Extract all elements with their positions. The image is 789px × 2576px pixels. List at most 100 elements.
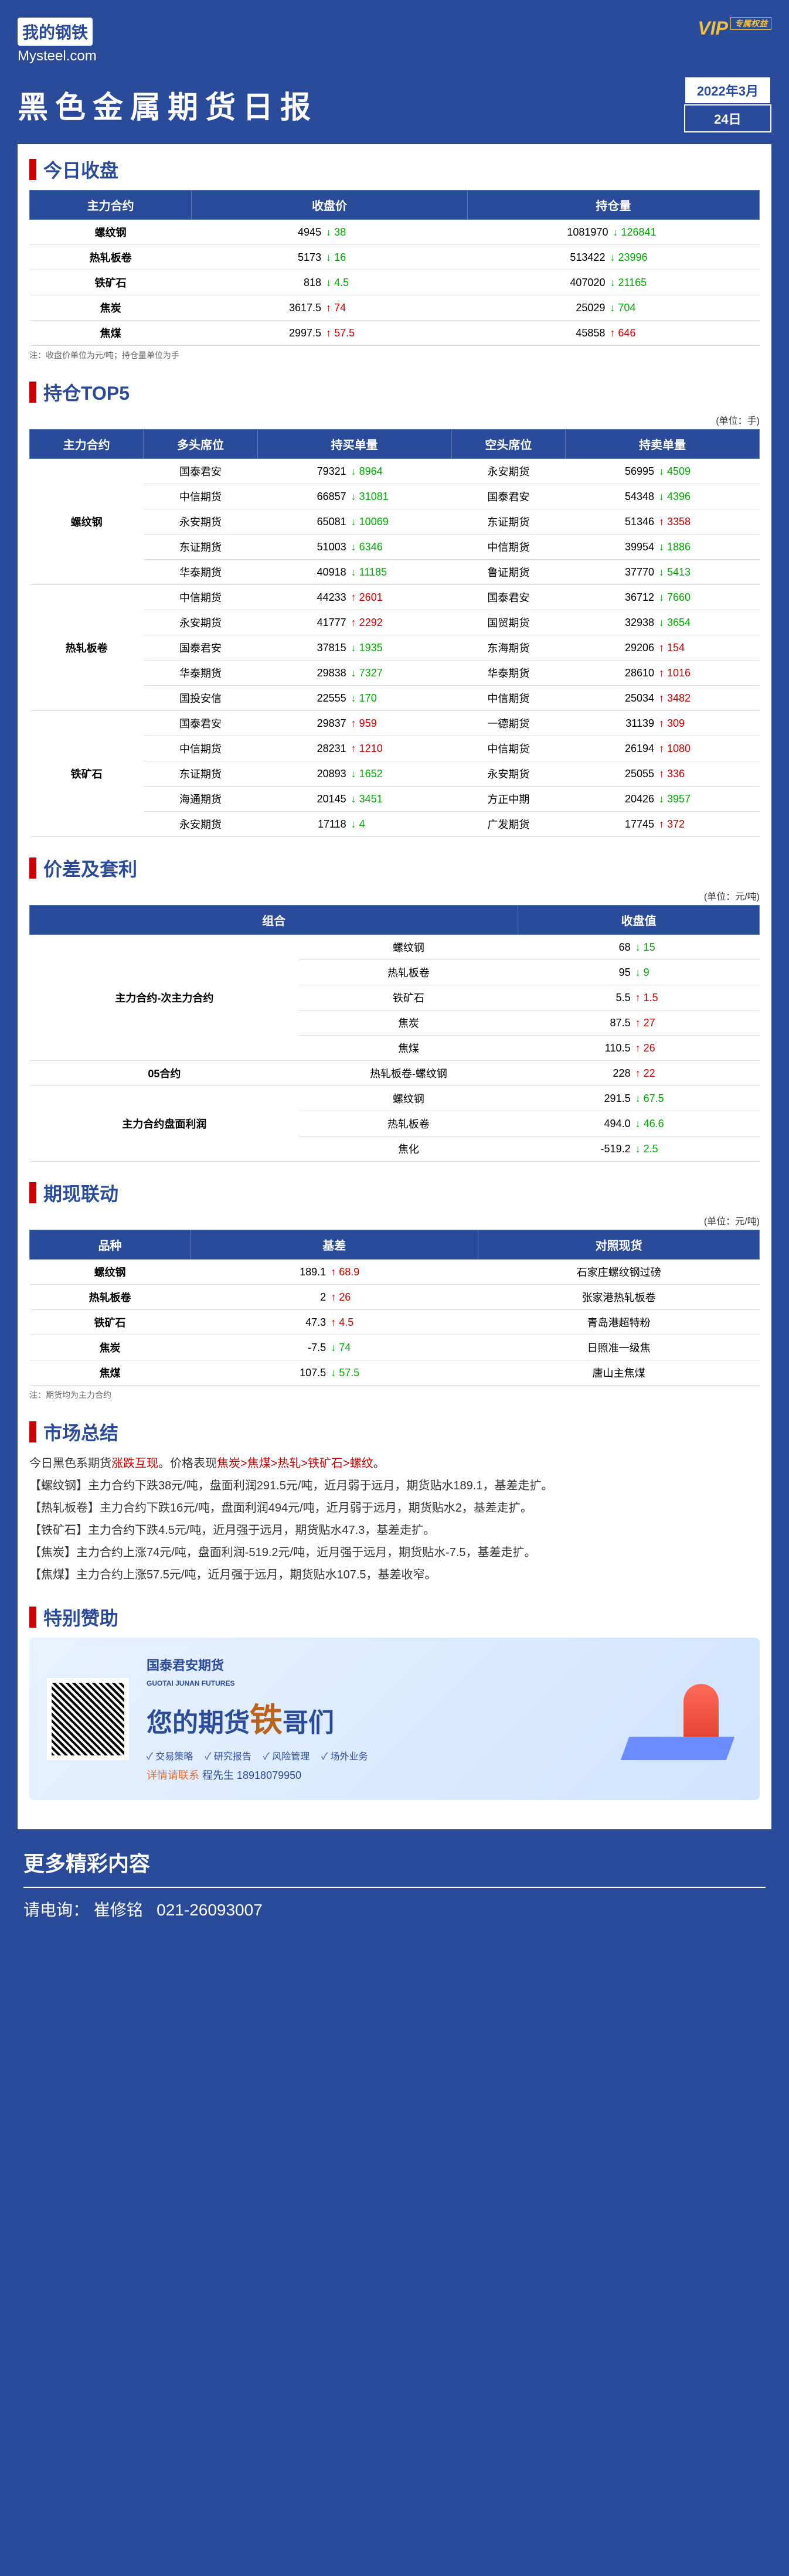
cell: 中信期货 (144, 736, 257, 761)
cell: 永安期货 (144, 509, 257, 535)
tag: ✓ 交易策略 (147, 1752, 193, 1762)
table-row: 05合约 热轧板卷-螺纹钢 228↑ 22 (30, 1061, 760, 1086)
th: 组合 (30, 906, 518, 935)
cell: 51003↓ 6346 (257, 535, 451, 560)
cell: 永安期货 (144, 812, 257, 837)
th: 品种 (30, 1230, 191, 1260)
cell: 54348↓ 4396 (566, 484, 760, 509)
cell: 热轧板卷 (30, 585, 144, 711)
table-row: 热轧板卷 5173↓ 16 513422↓ 23996 (30, 245, 760, 270)
text: 程先生 18918079950 (202, 1769, 301, 1781)
th: 主力合约 (30, 430, 144, 459)
cell: 87.5↑ 27 (518, 1010, 760, 1036)
title-row: 黑色金属期货日报 2022年3月 24日 (18, 76, 771, 132)
cell: 513422↓ 23996 (467, 245, 759, 270)
qr-code-icon (47, 1678, 129, 1760)
section-spread: 价差及套利 (单位：元/吨) 组合收盘值 主力合约-次主力合约 螺纹钢 68↓ … (29, 855, 760, 1162)
cell: -7.5↓ 74 (191, 1335, 478, 1360)
cell: 40918↓ 11185 (257, 560, 451, 585)
sponsor-art (625, 1678, 742, 1760)
cell: 26194↑ 1080 (566, 736, 760, 761)
cell: 螺纹钢 (30, 220, 192, 245)
cell: 焦煤 (299, 1036, 518, 1061)
cell: 17745↑ 372 (566, 812, 760, 837)
vip-label: 专属权益 (730, 17, 771, 30)
cell: 4945↓ 38 (192, 220, 468, 245)
table-row: 焦煤 107.5↓ 57.5 唐山主焦煤 (30, 1360, 760, 1386)
cell: 65081↓ 10069 (257, 509, 451, 535)
table-row: 焦炭 -7.5↓ 74 日照准一级焦 (30, 1335, 760, 1360)
cell: 25029↓ 704 (467, 295, 759, 321)
basis-table: 品种基差对照现货 螺纹钢 189.1↑ 68.9 石家庄螺纹钢过磅 热轧板卷 2… (29, 1230, 760, 1386)
cell: 407020↓ 21165 (467, 270, 759, 295)
section-summary: 市场总结 今日黑色系期货涨跌互现。价格表现焦炭>焦煤>热轧>铁矿石>螺纹。 【螺… (29, 1418, 760, 1586)
cell: 一德期货 (451, 711, 565, 736)
cell: 热轧板卷 (299, 1111, 518, 1136)
footer-title: 更多精彩内容 (23, 1847, 766, 1877)
cell: 110.5↑ 26 (518, 1036, 760, 1061)
tag: ✓ 研究报告 (205, 1752, 251, 1762)
text: 铁 (250, 1702, 283, 1738)
tag: ✓ 场外业务 (321, 1752, 368, 1762)
th: 收盘值 (518, 906, 760, 935)
cell: 铁矿石 (299, 985, 518, 1010)
section-title: 市场总结 (43, 1418, 118, 1445)
logo-cn: 我的钢铁 (18, 18, 93, 46)
th: 持买单量 (257, 430, 451, 459)
unit-note: (单位：元/吨) (29, 889, 760, 903)
cell: 28231↑ 1210 (257, 736, 451, 761)
text: 哥们 (283, 1709, 334, 1737)
cell: 国泰君安 (144, 635, 257, 661)
cell: 47.3↑ 4.5 (191, 1310, 478, 1335)
table-row: 螺纹钢 4945↓ 38 1081970↓ 126841 (30, 220, 760, 245)
cell: 107.5↓ 57.5 (191, 1360, 478, 1386)
summary-para: 【焦炭】主力合约上涨74元/吨，盘面利润-519.2元/吨，近月强于远月，期货贴… (29, 1541, 760, 1564)
cell: 29838↓ 7327 (257, 661, 451, 686)
cell: 66857↓ 31081 (257, 484, 451, 509)
cell: 中信期货 (144, 484, 257, 509)
th: 持卖单量 (566, 430, 760, 459)
unit-note: (单位：元/吨) (29, 1213, 760, 1227)
page-title: 黑色金属期货日报 (18, 83, 318, 127)
cell: 中信期货 (144, 585, 257, 610)
sponsor-box: 国泰君安期货 GUOTAI JUNAN FUTURES 您的期货铁哥们 ✓ 交易… (29, 1638, 760, 1800)
text: 请电询： (23, 1901, 89, 1919)
red-bar-icon (29, 382, 36, 403)
cell: 25034↑ 3482 (566, 686, 760, 711)
cell: 螺纹钢 (299, 1086, 518, 1111)
cell: 1081970↓ 126841 (467, 220, 759, 245)
cell: 37815↓ 1935 (257, 635, 451, 661)
cell: 5173↓ 16 (192, 245, 468, 270)
cell: 39954↓ 1886 (566, 535, 760, 560)
cell: 焦炭 (30, 295, 192, 321)
cell: 热轧板卷 (30, 245, 192, 270)
cell: 焦炭 (30, 1335, 191, 1360)
table-row: 主力合约-次主力合约 螺纹钢 68↓ 15 (30, 935, 760, 960)
red-bar-icon (29, 1421, 36, 1442)
cell: 2↑ 26 (191, 1285, 478, 1310)
cell: 华泰期货 (144, 560, 257, 585)
cell: 3617.5↑ 74 (192, 295, 468, 321)
text-red: 涨跌互现 (111, 1457, 158, 1470)
section-sponsor: 特别赞助 国泰君安期货 GUOTAI JUNAN FUTURES 您的期货铁哥们… (29, 1604, 760, 1800)
table-row: 热轧板卷 2↑ 26 张家港热轧板卷 (30, 1285, 760, 1310)
cell: 螺纹钢 (30, 1260, 191, 1285)
cell: 37770↓ 5413 (566, 560, 760, 585)
basis-note: 注：期货均为主力合约 (29, 1389, 760, 1401)
cell: 32938↓ 3654 (566, 610, 760, 635)
cell: 20145↓ 3451 (257, 787, 451, 812)
cell: 41777↑ 2292 (257, 610, 451, 635)
cell: 29206↑ 154 (566, 635, 760, 661)
cell: 2997.5↑ 57.5 (192, 321, 468, 346)
table-row: 主力合约盘面利润 螺纹钢 291.5↓ 67.5 (30, 1086, 760, 1111)
summary-para: 【焦煤】主力合约上涨57.5元/吨，近月强于远月，期货贴水107.5，基差收窄。 (29, 1564, 760, 1586)
red-bar-icon (29, 1607, 36, 1628)
cell: 国泰君安 (144, 459, 257, 484)
logo: 我的钢铁 Mysteel.com (18, 18, 771, 64)
text: 021-26093007 (157, 1901, 263, 1919)
cell: 36712↓ 7660 (566, 585, 760, 610)
footer: 更多精彩内容 请电询： 崔修铭 021-26093007 (18, 1829, 771, 1927)
cell: 国贸期货 (451, 610, 565, 635)
section-basis: 期现联动 (单位：元/吨) 品种基差对照现货 螺纹钢 189.1↑ 68.9 石… (29, 1179, 760, 1401)
section-title: 价差及套利 (43, 855, 137, 882)
